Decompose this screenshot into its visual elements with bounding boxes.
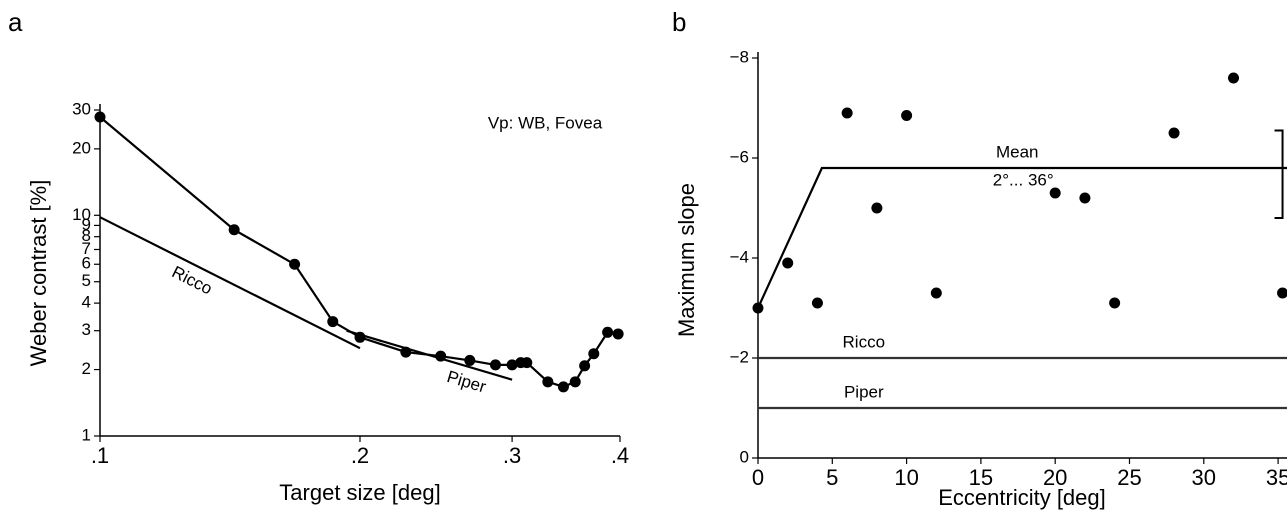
x-tick-label: 10 [894, 465, 918, 490]
x-tick-label: .4 [611, 443, 629, 468]
x-tick-label: .2 [351, 443, 369, 468]
data-point [588, 348, 600, 360]
x-tick-label: 25 [1117, 465, 1141, 490]
y-tick-label: 9 [82, 215, 91, 234]
data-point [1109, 297, 1121, 309]
series-note: 2°... 36° [993, 170, 1054, 189]
y-axis-label: Weber contrast [%] [26, 180, 51, 367]
y-tick-label: 0 [740, 447, 749, 466]
y-tick-label: 30 [72, 99, 91, 118]
y-tick-label: −2 [730, 347, 749, 366]
y-tick-label: 8 [82, 226, 91, 245]
series-line [99, 116, 619, 388]
y-tick-label: 6 [82, 254, 91, 273]
x-axis-label: Target size [deg] [279, 480, 440, 505]
x-axis-label: Eccentricity [deg] [938, 485, 1106, 510]
x-tick-label: 15 [969, 465, 993, 490]
data-point [811, 297, 823, 309]
data-point [1277, 287, 1287, 299]
y-tick-label: −6 [730, 147, 749, 166]
data-point [901, 110, 913, 121]
y-tick-label: −4 [730, 247, 749, 266]
data-point [569, 376, 581, 388]
data-point [327, 316, 339, 328]
y-tick-label: 20 [72, 138, 91, 157]
data-point [602, 326, 614, 338]
x-tick-label: 30 [1192, 465, 1216, 490]
data-point [542, 376, 554, 388]
x-tick-label: .1 [91, 443, 109, 468]
y-tick-label: 4 [82, 293, 91, 312]
data-point [557, 381, 569, 393]
data-point [1228, 72, 1240, 84]
data-point [228, 224, 240, 236]
data-point [782, 257, 794, 269]
data-point [871, 202, 883, 214]
y-tick-label: 7 [82, 239, 91, 258]
data-point [579, 360, 591, 372]
data-point [521, 357, 533, 369]
annotation: Vp: WB, Fovea [488, 113, 603, 132]
y-tick-label: −8 [730, 47, 749, 66]
data-point [1079, 192, 1091, 204]
data-point [930, 287, 942, 299]
series-line [756, 166, 1287, 309]
y-axis-label: Maximum slope [674, 183, 699, 337]
y-tick-label: 10 [72, 205, 91, 224]
y-tick-label: 2 [82, 359, 91, 378]
x-tick-label: .3 [503, 443, 521, 468]
series-line [99, 216, 361, 350]
data-point [506, 359, 518, 371]
x-tick-label: 5 [826, 465, 838, 490]
y-tick-label: 3 [82, 320, 91, 339]
data-point [612, 328, 624, 340]
data-point [1049, 187, 1061, 199]
data-point [1168, 127, 1180, 139]
series-label: Ricco [843, 332, 886, 351]
x-tick-label: 0 [752, 465, 764, 490]
x-tick-label: 20 [1043, 465, 1067, 490]
data-point [94, 111, 106, 123]
series-label: Piper [844, 382, 884, 401]
data-point [489, 359, 501, 371]
error-bar [1274, 129, 1284, 219]
series-label: Mean [996, 142, 1039, 161]
y-tick-label: 1 [82, 425, 91, 444]
series-line [346, 329, 513, 381]
data-point [289, 258, 301, 270]
panel-letter: b [672, 7, 686, 37]
panel-letter: a [8, 7, 23, 37]
series-label: Ricco [169, 262, 216, 298]
y-tick-label: 5 [82, 271, 91, 290]
data-point [841, 107, 853, 119]
data-point [464, 354, 476, 366]
x-tick-label: 35 [1266, 465, 1287, 490]
